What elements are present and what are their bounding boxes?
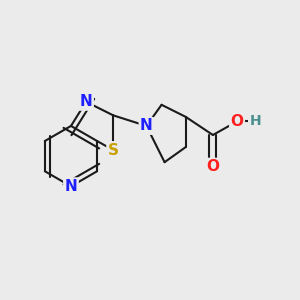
Text: H: H <box>249 114 261 128</box>
Text: N: N <box>80 94 92 109</box>
Text: O: O <box>231 114 244 129</box>
Text: N: N <box>64 179 77 194</box>
Text: O: O <box>206 159 219 174</box>
Text: S: S <box>108 142 119 158</box>
Text: N: N <box>140 118 153 134</box>
